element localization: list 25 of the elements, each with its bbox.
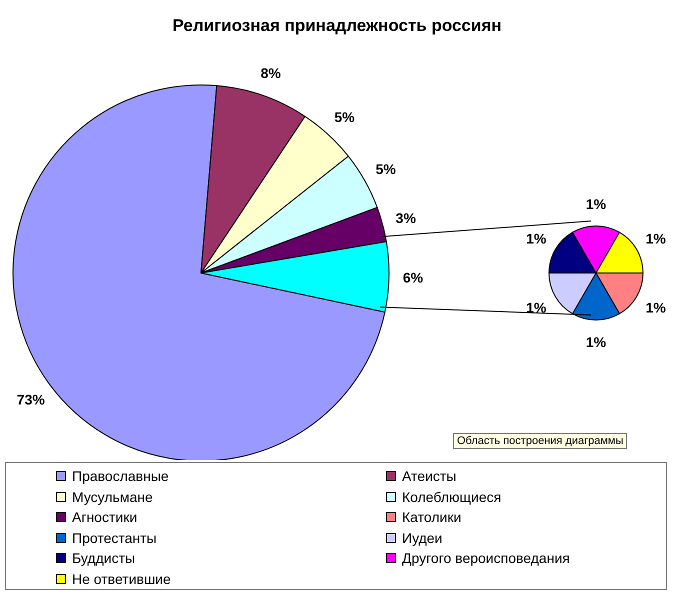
data-label: 5% xyxy=(376,160,396,177)
data-label: 1% xyxy=(586,196,607,212)
data-label: 73% xyxy=(16,391,46,408)
legend-label: Мусульмане xyxy=(72,488,153,504)
legend-label: Православные xyxy=(72,468,169,484)
legend-label: Протестанты xyxy=(72,530,157,546)
legend-label: Иудеи xyxy=(402,530,442,546)
legend-label: Колеблющиеся xyxy=(402,488,502,504)
data-label: 1% xyxy=(586,334,607,350)
legend-label: Не ответившие xyxy=(72,570,171,586)
text: Область построения диаграммы xyxy=(453,433,628,449)
data-label: 1% xyxy=(526,300,547,316)
legend-label: Атеисты xyxy=(402,468,456,484)
data-label: 1% xyxy=(646,230,666,246)
legend-label: Католики xyxy=(402,509,462,525)
chart-title: Религиозная принадлежность россиян xyxy=(171,16,503,36)
data-label: 5% xyxy=(334,108,356,125)
data-label: 1% xyxy=(646,300,666,316)
legend-label: Другого вероисповедания xyxy=(402,550,570,566)
legend-label: Буддисты xyxy=(72,550,136,566)
data-label: 3% xyxy=(396,210,416,226)
data-label: 8% xyxy=(260,64,282,81)
data-label: 6% xyxy=(402,269,424,286)
data-label: 1% xyxy=(526,230,547,246)
legend-label: Агностики xyxy=(72,509,138,525)
